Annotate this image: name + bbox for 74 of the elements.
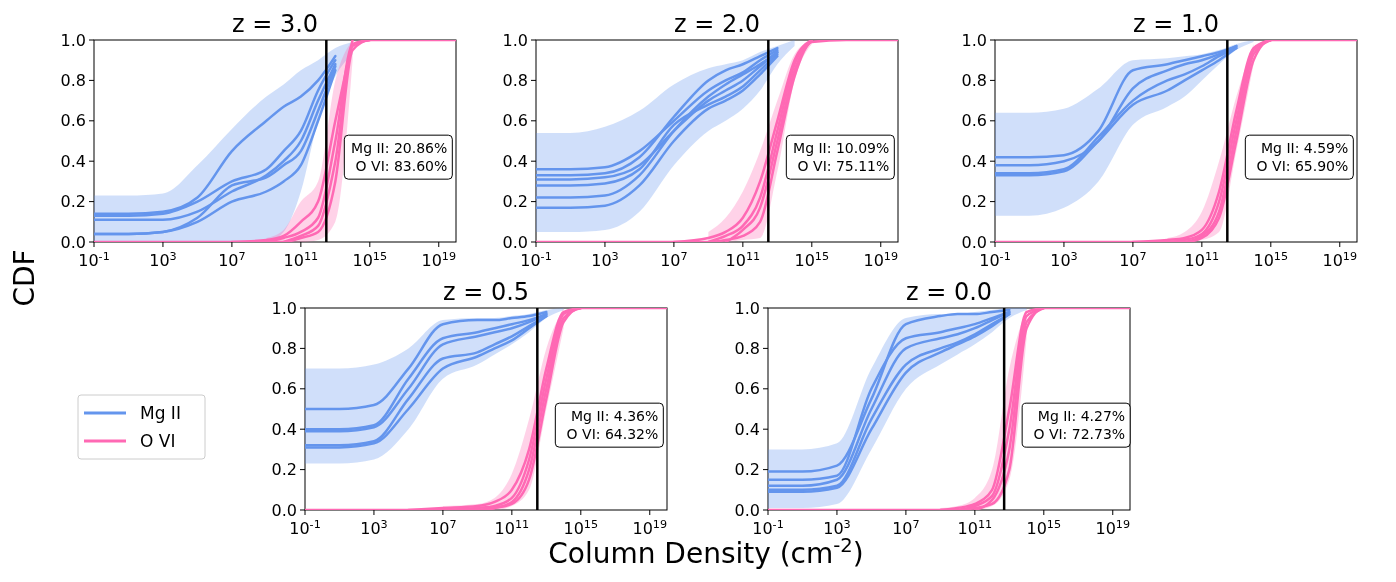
- x-tick-label: 10$^{19}$: [863, 249, 899, 270]
- x-tick-label: 10$^{3}$: [149, 249, 177, 270]
- x-tick-label: 10$^{7}$: [218, 249, 246, 270]
- chart-title: z = 3.0: [231, 10, 319, 38]
- annotation: Mg II: 10.09%: [793, 140, 890, 157]
- y-tick-label: 0.0: [502, 232, 528, 252]
- y-tick-label: 0.8: [60, 71, 86, 90]
- x-tick-label: 10$^{11}$: [725, 249, 761, 270]
- y-tick-label: 0.8: [734, 339, 760, 358]
- y-tick-label: 0.0: [60, 232, 86, 252]
- x-tick-label: 10$^{19}$: [1095, 517, 1131, 538]
- annotation: Mg II: 4.27%: [1037, 408, 1126, 425]
- annotation: Mg II: 20.86%: [351, 140, 448, 157]
- x-tick-label: 10$^{11}$: [957, 517, 993, 538]
- y-tick-label: 0.8: [271, 339, 297, 358]
- annotation: O VI: 64.32%: [566, 426, 659, 443]
- x-tick-label: 10$^{11}$: [1184, 249, 1220, 270]
- y-tick-label: 1.0: [271, 298, 297, 318]
- y-tick-label: 0.2: [734, 460, 760, 480]
- y-tick-label: 1.0: [734, 298, 760, 318]
- y-tick-label: 1.0: [961, 30, 987, 50]
- x-tick-label: 10$^{15}$: [352, 249, 388, 270]
- y-tick-label: 0.2: [961, 192, 987, 212]
- chart-title: z = 2.0: [673, 10, 761, 38]
- y-axis-title: CDF: [8, 249, 41, 307]
- x-tick-label: 10$^{15}$: [1026, 517, 1062, 538]
- x-tick-label: 10$^{19}$: [421, 249, 457, 270]
- y-tick-label: 1.0: [502, 30, 528, 50]
- y-tick-label: 1.0: [60, 30, 86, 50]
- x-tick-label: 10$^{-1}$: [520, 249, 552, 270]
- x-tick-label: 10$^{15}$: [794, 249, 830, 270]
- x-tick-label: 10$^{7}$: [429, 517, 457, 538]
- x-tick-label: 10$^{7}$: [1119, 249, 1147, 270]
- annotation: Mg II: 4.59%: [1260, 140, 1349, 157]
- legend-label: Mg II: [140, 403, 181, 423]
- x-tick-label: 10$^{3}$: [591, 249, 619, 270]
- y-tick-label: 0.0: [271, 500, 297, 520]
- x-tick-label: 10$^{11}$: [283, 249, 319, 270]
- y-tick-label: 0.8: [961, 71, 987, 90]
- chart-title: z = 1.0: [1132, 10, 1220, 38]
- x-tick-label: 10$^{15}$: [1253, 249, 1289, 270]
- x-tick-label: 10$^{-1}$: [979, 249, 1011, 270]
- x-tick-label: 10$^{-1}$: [289, 517, 321, 538]
- annotation: Mg II: 4.36%: [570, 408, 659, 425]
- y-tick-label: 0.4: [961, 151, 987, 171]
- x-tick-label: 10$^{7}$: [892, 517, 920, 538]
- x-tick-label: 10$^{7}$: [660, 249, 688, 270]
- y-tick-label: 0.6: [961, 111, 987, 131]
- y-tick-label: 0.6: [271, 379, 297, 399]
- x-tick-label: 10$^{3}$: [1050, 249, 1078, 270]
- y-tick-label: 0.8: [502, 71, 528, 90]
- annotation: O VI: 83.60%: [355, 158, 448, 175]
- y-tick-label: 0.6: [502, 111, 528, 131]
- x-tick-label: 10$^{11}$: [494, 517, 530, 538]
- x-tick-label: 10$^{19}$: [1322, 249, 1358, 270]
- y-tick-label: 0.0: [961, 232, 987, 252]
- y-tick-label: 0.4: [502, 151, 528, 171]
- y-tick-label: 0.4: [271, 419, 297, 439]
- y-tick-label: 0.2: [502, 192, 528, 212]
- y-tick-label: 0.6: [734, 379, 760, 399]
- y-tick-label: 0.6: [60, 111, 86, 131]
- x-tick-label: 10$^{-1}$: [78, 249, 110, 270]
- annotation: O VI: 75.11%: [797, 158, 890, 175]
- x-tick-label: 10$^{3}$: [360, 517, 388, 538]
- legend-label: O VI: [140, 431, 176, 451]
- y-tick-label: 0.2: [271, 460, 297, 480]
- annotation: O VI: 72.73%: [1033, 426, 1126, 443]
- y-tick-label: 0.4: [60, 151, 86, 171]
- y-tick-label: 0.2: [60, 192, 86, 212]
- annotation: O VI: 65.90%: [1256, 158, 1349, 175]
- chart-title: z = 0.0: [905, 278, 993, 306]
- y-tick-label: 0.0: [734, 500, 760, 520]
- y-tick-label: 0.4: [734, 419, 760, 439]
- chart-title: z = 0.5: [442, 278, 530, 306]
